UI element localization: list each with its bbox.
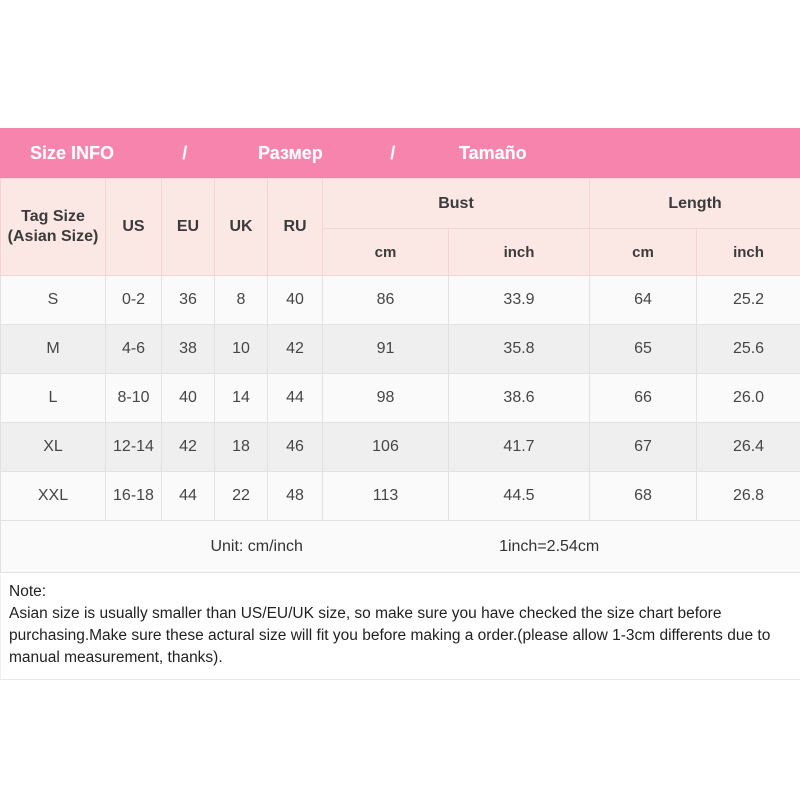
cell-tag: L	[0, 373, 106, 423]
col-header-bust-cm: cm	[322, 228, 449, 276]
cell-tag: M	[0, 324, 106, 374]
col-header-tag-size: Tag Size (Asian Size)	[0, 178, 106, 276]
cell-bust-cm: 98	[322, 373, 449, 423]
cell-bust-inch: 35.8	[448, 324, 590, 374]
col-header-us: US	[105, 178, 162, 276]
cell-uk: 14	[214, 373, 268, 423]
note-body: Asian size is usually smaller than US/EU…	[9, 605, 771, 666]
cell-length-cm: 68	[589, 471, 697, 521]
cell-eu: 36	[161, 275, 215, 325]
size-chart-panel: Size INFO / Размер / Tamaño Tag Size (As…	[0, 128, 800, 680]
unit-row-cell: Unit: cm/inch 1inch=2.54cm	[0, 520, 800, 573]
cell-bust-inch: 44.5	[448, 471, 590, 521]
cell-tag: XL	[0, 422, 106, 472]
cell-length-cm: 64	[589, 275, 697, 325]
cell-tag: S	[0, 275, 106, 325]
cell-tag: XXL	[0, 471, 106, 521]
cell-ru: 42	[267, 324, 323, 374]
col-header-bust-inch: inch	[448, 228, 590, 276]
banner-title-en: Size INFO	[29, 143, 115, 163]
banner-separator: /	[182, 143, 188, 163]
cell-length-cm: 65	[589, 324, 697, 374]
col-group-bust: Bust	[322, 178, 590, 229]
cell-bust-inch: 33.9	[448, 275, 590, 325]
cell-us: 8-10	[105, 373, 162, 423]
cell-eu: 40	[161, 373, 215, 423]
col-header-ru: RU	[267, 178, 323, 276]
cell-uk: 8	[214, 275, 268, 325]
cell-length-inch: 26.0	[695, 373, 800, 423]
cell-eu: 42	[161, 422, 215, 472]
unit-label: Unit: cm/inch	[210, 537, 303, 555]
cell-us: 0-2	[105, 275, 162, 325]
col-header-length-cm: cm	[589, 228, 697, 276]
cell-ru: 44	[267, 373, 323, 423]
note-block: Note: Asian size is usually smaller than…	[0, 575, 800, 680]
table-row-l: L 8-10 40 14 44 98 38.6 66 26.0	[0, 373, 800, 423]
inch-conversion: 1inch=2.54cm	[499, 537, 600, 555]
tag-size-line1: Tag Size	[21, 208, 85, 225]
cell-length-cm: 66	[589, 373, 697, 423]
cell-ru: 48	[267, 471, 323, 521]
table-row-xl: XL 12-14 42 18 46 106 41.7 67 26.4	[0, 422, 800, 472]
cell-length-inch: 26.8	[695, 471, 800, 521]
cell-us: 12-14	[105, 422, 162, 472]
cell-length-inch: 26.4	[695, 422, 800, 472]
size-info-banner: Size INFO / Размер / Tamaño	[0, 128, 800, 178]
cell-us: 16-18	[105, 471, 162, 521]
col-header-length-inch: inch	[695, 228, 800, 276]
cell-length-inch: 25.6	[695, 324, 800, 374]
col-header-uk: UK	[214, 178, 268, 276]
banner-separator: /	[390, 143, 396, 163]
header-row-units: cm inch cm inch	[1, 228, 800, 276]
note-title: Note:	[9, 583, 47, 600]
cell-bust-cm: 106	[322, 422, 449, 472]
cell-ru: 40	[267, 275, 323, 325]
banner-title-ru: Размер	[257, 143, 323, 163]
table-row-xxl: XXL 16-18 44 22 48 113 44.5 68 26.8	[0, 471, 800, 521]
banner-title-es: Tamaño	[458, 143, 527, 163]
col-header-eu: EU	[161, 178, 215, 276]
cell-bust-cm: 86	[322, 275, 449, 325]
cell-uk: 22	[214, 471, 268, 521]
cell-ru: 46	[267, 422, 323, 472]
cell-bust-cm: 113	[322, 471, 449, 521]
cell-bust-inch: 41.7	[448, 422, 590, 472]
cell-uk: 10	[214, 324, 268, 374]
size-table: Tag Size (Asian Size) US EU UK RU Bust L…	[0, 178, 800, 573]
cell-length-cm: 67	[589, 422, 697, 472]
cell-uk: 18	[214, 422, 268, 472]
table-row-m: M 4-6 38 10 42 91 35.8 65 25.6	[0, 324, 800, 374]
cell-bust-cm: 91	[322, 324, 449, 374]
unit-row: Unit: cm/inch 1inch=2.54cm	[0, 520, 800, 573]
header-row-groups: Tag Size (Asian Size) US EU UK RU Bust L…	[0, 178, 800, 276]
cell-bust-inch: 38.6	[448, 373, 590, 423]
table-row-s: S 0-2 36 8 40 86 33.9 64 25.2	[0, 275, 800, 325]
cell-length-inch: 25.2	[695, 275, 800, 325]
cell-us: 4-6	[105, 324, 162, 374]
tag-size-line2: (Asian Size)	[7, 228, 99, 245]
cell-eu: 38	[161, 324, 215, 374]
cell-eu: 44	[161, 471, 215, 521]
col-group-length: Length	[588, 178, 800, 229]
